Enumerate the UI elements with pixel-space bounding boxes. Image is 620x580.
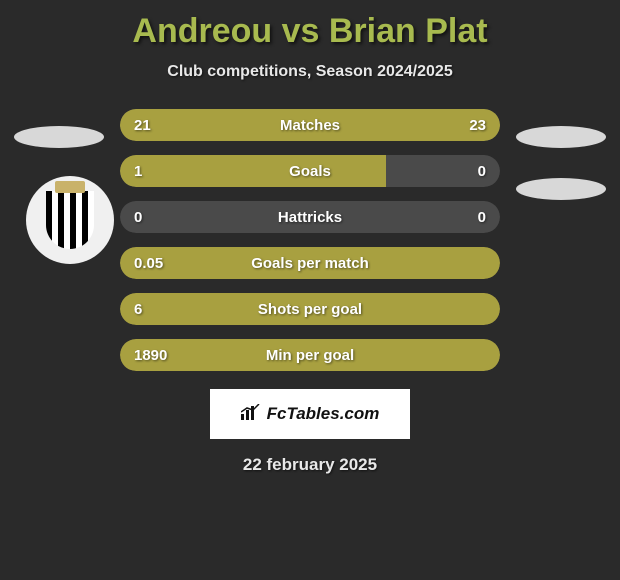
stat-label: Matches xyxy=(280,117,340,134)
stat-row: 6 Shots per goal xyxy=(120,293,500,325)
stat-row: 0 Hattricks 0 xyxy=(120,201,500,233)
brand-text: FcTables.com xyxy=(267,404,380,424)
decorative-ellipse xyxy=(14,126,104,148)
stat-label: Goals per match xyxy=(251,255,369,272)
stat-row: 21 Matches 23 xyxy=(120,109,500,141)
stat-value-left: 6 xyxy=(134,301,142,318)
chart-icon xyxy=(241,404,261,425)
stat-value-left: 1 xyxy=(134,163,142,180)
stat-value-left: 21 xyxy=(134,117,151,134)
date-text: 22 february 2025 xyxy=(0,455,620,475)
stat-row: 1890 Min per goal xyxy=(120,339,500,371)
stat-value-right: 0 xyxy=(478,209,486,226)
stat-value-left: 0.05 xyxy=(134,255,163,272)
stat-value-left: 0 xyxy=(134,209,142,226)
stat-value-right: 23 xyxy=(469,117,486,134)
brand-badge[interactable]: FcTables.com xyxy=(210,389,410,439)
decorative-ellipse xyxy=(516,126,606,148)
stat-label: Hattricks xyxy=(278,209,342,226)
crown-icon xyxy=(55,181,85,193)
stat-label: Goals xyxy=(289,163,331,180)
stat-row: 1 Goals 0 xyxy=(120,155,500,187)
page-title: Andreou vs Brian Plat xyxy=(0,0,620,51)
decorative-ellipse xyxy=(516,178,606,200)
club-badge xyxy=(26,176,114,264)
stat-label: Shots per goal xyxy=(258,301,362,318)
stat-label: Min per goal xyxy=(266,347,354,364)
stat-row: 0.05 Goals per match xyxy=(120,247,500,279)
club-shield-icon xyxy=(46,191,94,249)
stat-value-right: 0 xyxy=(478,163,486,180)
stat-value-left: 1890 xyxy=(134,347,167,364)
bar-fill-left xyxy=(120,155,386,187)
page-subtitle: Club competitions, Season 2024/2025 xyxy=(0,63,620,81)
